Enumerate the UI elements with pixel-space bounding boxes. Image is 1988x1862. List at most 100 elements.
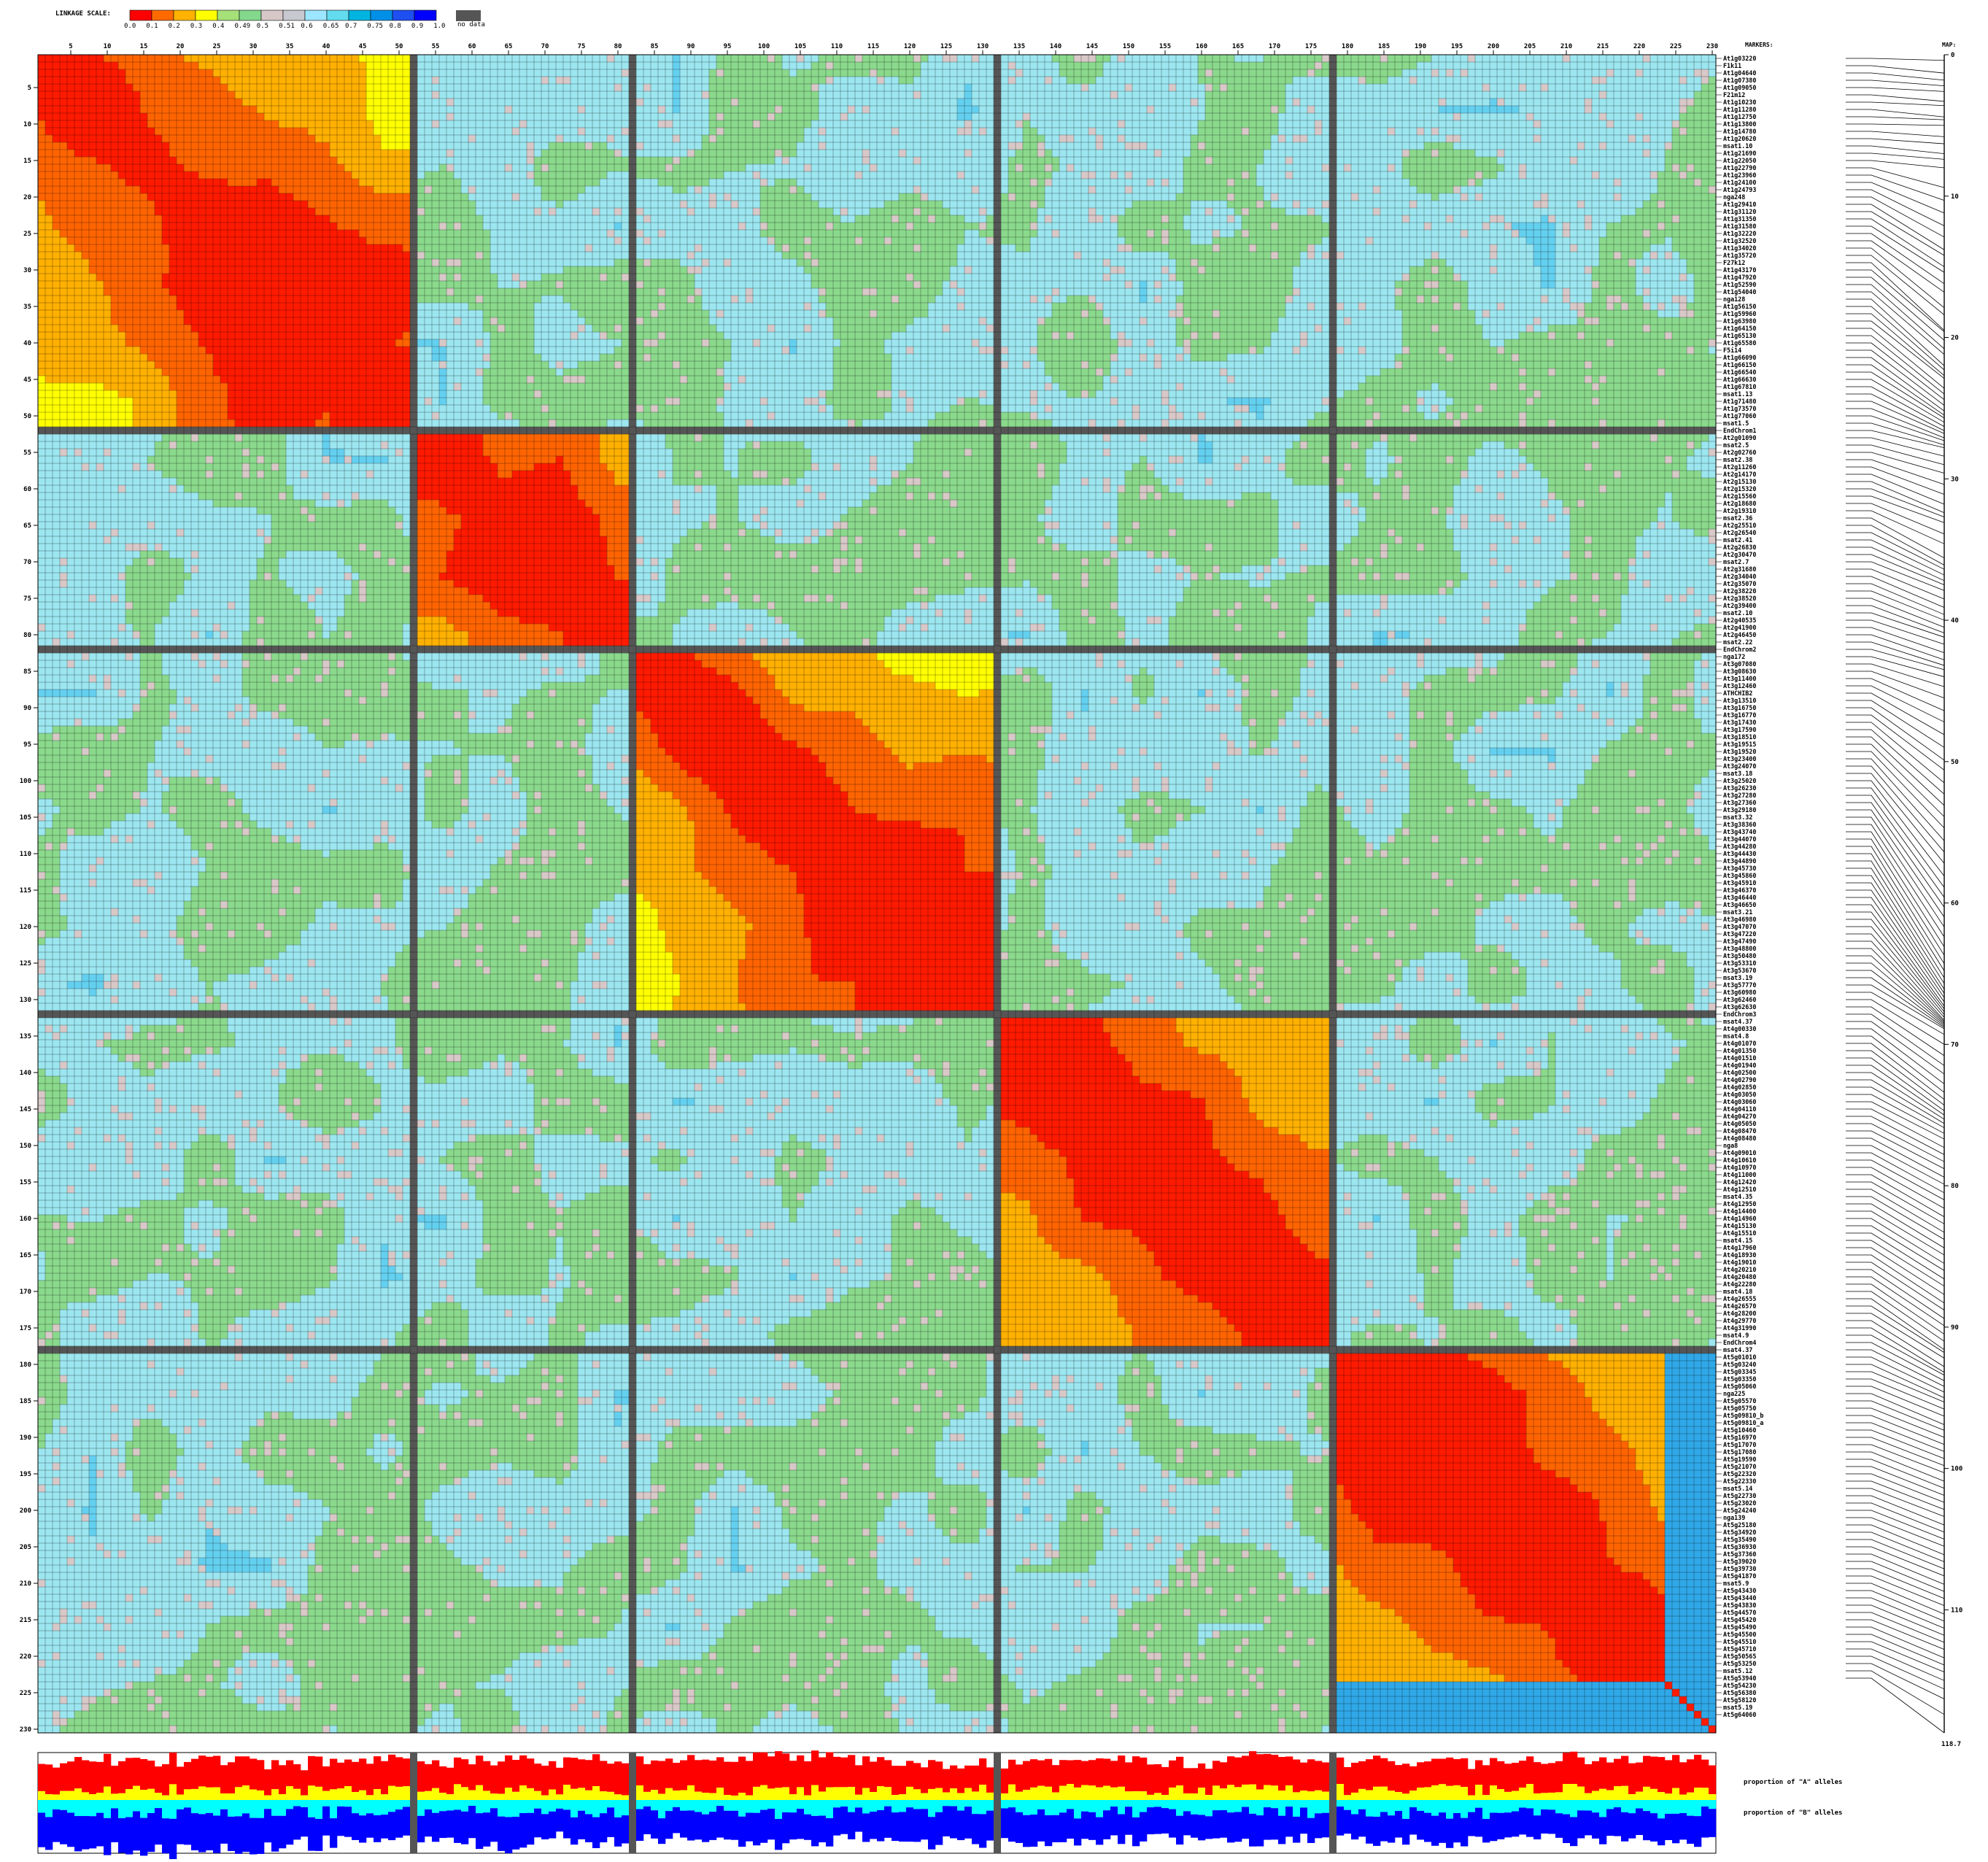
- allele-b-het-bar: [213, 1800, 221, 1816]
- y-tick-label: 170: [20, 1289, 31, 1296]
- allele-b-het-bar: [870, 1800, 878, 1812]
- marker-label: msat4.15: [1723, 1237, 1752, 1244]
- allele-b-het-bar: [1519, 1800, 1527, 1808]
- map-connector: [1846, 1429, 1945, 1459]
- grid-lines: [37, 54, 1717, 1734]
- allele-b-bar: [1227, 1812, 1235, 1843]
- map-connector: [1846, 87, 1945, 92]
- allele-a-het-bar: [578, 1788, 586, 1800]
- legend-tick: 0.65: [323, 23, 339, 30]
- allele-a-het-bar: [797, 1787, 805, 1800]
- allele-b-bar: [680, 1810, 688, 1838]
- markers-header: MARKERS:: [1745, 42, 1774, 48]
- allele-b-het-bar: [446, 1800, 455, 1811]
- allele-b-het-bar: [746, 1800, 754, 1813]
- map-connector: [1846, 291, 1945, 355]
- allele-a-bar: [366, 1764, 374, 1796]
- allele-a-bar: [1650, 1756, 1658, 1789]
- allele-a-bar: [96, 1761, 104, 1793]
- allele-a-het-bar: [1088, 1785, 1097, 1800]
- marker-label: At1g22790: [1723, 164, 1756, 171]
- allele-b-bar: [724, 1810, 732, 1840]
- allele-a-bar: [1468, 1769, 1476, 1796]
- map-connector: [1846, 831, 1945, 947]
- allele-a-bar: [614, 1761, 622, 1795]
- allele-b-het-bar: [695, 1800, 703, 1812]
- allele-a-bar: [607, 1764, 615, 1792]
- allele-a-bar: [1293, 1759, 1301, 1793]
- allele-a-bar: [1709, 1765, 1717, 1795]
- map-connector: [1846, 335, 1945, 395]
- marker-label: At2g26540: [1723, 529, 1756, 536]
- y-tick-label: 70: [23, 559, 31, 566]
- marker-label: At5g19590: [1723, 1456, 1756, 1463]
- allele-a-het-bar: [855, 1794, 863, 1800]
- marker-label: At4g08480: [1723, 1135, 1756, 1142]
- allele-b-bar: [840, 1806, 848, 1834]
- allele-b-het-bar: [833, 1800, 841, 1808]
- allele-a-het-bar: [1045, 1786, 1053, 1800]
- map-connector: [1846, 1371, 1945, 1402]
- allele-b-het-bar: [1052, 1800, 1060, 1815]
- allele-b-bar: [476, 1813, 484, 1850]
- allele-a-bar: [1490, 1758, 1498, 1786]
- allele-b-bar: [1548, 1809, 1556, 1834]
- marker-label: At4g02500: [1723, 1069, 1756, 1076]
- allele-a-bar: [1555, 1761, 1563, 1793]
- allele-a-het-bar: [665, 1788, 673, 1800]
- marker-label: At2g31680: [1723, 565, 1756, 573]
- allele-b-bar: [498, 1816, 506, 1851]
- marker-label: nga139: [1723, 1514, 1745, 1521]
- allele-a-het-bar: [1052, 1792, 1060, 1800]
- marker-label: At4g09010: [1723, 1149, 1756, 1156]
- allele-a-bar: [322, 1766, 330, 1791]
- allele-a-bar: [235, 1756, 243, 1788]
- map-connector: [1846, 962, 1945, 1025]
- map-connector: [1846, 320, 1945, 379]
- allele-a-bar: [563, 1757, 571, 1785]
- marker-label: At3g48800: [1723, 945, 1756, 952]
- allele-a-bar: [1242, 1755, 1250, 1785]
- allele-b-bar: [1424, 1812, 1432, 1842]
- marker-label: msat2.5: [1723, 441, 1749, 449]
- marker-label: At5g64060: [1723, 1711, 1756, 1718]
- marker-label: At4g08470: [1723, 1127, 1756, 1135]
- map-connector: [1846, 561, 1945, 591]
- allele-a-het-bar: [1475, 1785, 1483, 1800]
- allele-b-bar: [1037, 1809, 1045, 1842]
- map-connector: [1846, 1437, 1945, 1467]
- y-tick-label: 25: [23, 231, 31, 238]
- allele-b-het-bar: [1271, 1800, 1279, 1809]
- map-connector: [1846, 1378, 1945, 1410]
- allele-a-het-bar: [1439, 1784, 1447, 1800]
- allele-a-het-bar: [395, 1786, 403, 1800]
- allele-b-bar: [111, 1808, 119, 1842]
- y-tick-label: 145: [20, 1106, 31, 1113]
- allele-b-het-bar: [235, 1800, 243, 1817]
- map-connector: [1846, 1334, 1945, 1376]
- allele-a-het-bar: [1037, 1785, 1045, 1800]
- allele-a-het-bar: [986, 1792, 994, 1800]
- allele-a-bar: [315, 1756, 323, 1787]
- x-tick-label: 185: [1378, 43, 1390, 50]
- allele-b-het-bar: [476, 1800, 484, 1814]
- map-connector: [1846, 444, 1945, 465]
- allele-b-het-bar: [1614, 1800, 1622, 1808]
- allele-b-het-bar: [1125, 1800, 1133, 1807]
- allele-a-het-bar: [250, 1789, 258, 1800]
- map-connector: [1846, 401, 1945, 434]
- allele-a-het-bar: [381, 1794, 389, 1800]
- allele-b-bar: [1563, 1814, 1571, 1844]
- allele-b-bar: [833, 1807, 841, 1836]
- marker-label: At1g65130: [1723, 332, 1756, 339]
- map-connector: [1846, 437, 1945, 457]
- allele-b-het-bar: [125, 1800, 134, 1817]
- allele-b-bar: [206, 1812, 214, 1851]
- marker-label: At5g39020: [1723, 1558, 1756, 1565]
- map-connector: [1846, 269, 1945, 333]
- marker-label: At3g13510: [1723, 697, 1756, 704]
- allele-bar-nodata: [994, 1753, 1001, 1853]
- map-connector: [1846, 1422, 1945, 1452]
- marker-label: At5g09810_a: [1723, 1419, 1763, 1426]
- allele-b-bar: [935, 1812, 943, 1845]
